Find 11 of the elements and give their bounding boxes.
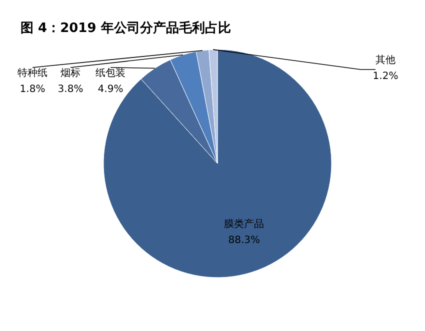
slice-label: 其他: [376, 54, 396, 66]
slice-label: 纸包装: [96, 67, 126, 79]
data-label: 1.2%: [372, 71, 398, 82]
slice-label: 特种纸: [18, 67, 48, 79]
chart-title: 图 4：2019 年公司分产品毛利占比: [20, 20, 231, 36]
data-label: 88.3%: [228, 235, 260, 246]
data-label: 4.9%: [98, 84, 124, 95]
data-label: 1.8%: [20, 84, 46, 95]
slice-label: 膜类产品: [224, 218, 264, 230]
data-label: 3.8%: [58, 84, 84, 95]
slice-label: 烟标: [60, 67, 80, 79]
